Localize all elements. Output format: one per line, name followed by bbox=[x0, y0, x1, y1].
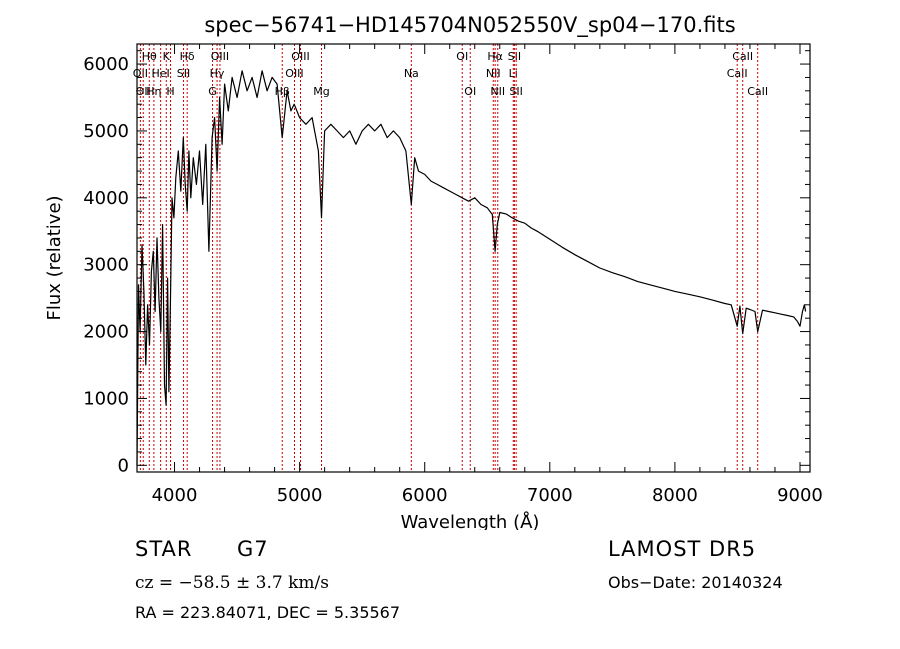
marker-label: Hδ bbox=[180, 50, 195, 63]
marker-label: OIII bbox=[211, 50, 229, 63]
marker-label: OI bbox=[456, 50, 468, 63]
y-axis-label: Flux (relative) bbox=[44, 195, 65, 320]
observation-date: Obs−Date: 20140324 bbox=[608, 573, 783, 592]
marker-label: OII bbox=[133, 67, 148, 80]
y-tick-label: 1000 bbox=[83, 388, 129, 409]
object-type: STAR bbox=[135, 537, 193, 561]
x-axis-ticks: 4000 5000 6000 7000 8000 9000 bbox=[152, 44, 823, 506]
marker-label: SII bbox=[509, 85, 522, 98]
marker-label: SII bbox=[508, 50, 521, 63]
marker-label: OII bbox=[136, 85, 151, 98]
marker-label: NII bbox=[490, 85, 505, 98]
y-tick-label: 6000 bbox=[83, 54, 129, 75]
survey-name: LAMOST DR5 bbox=[608, 537, 757, 561]
y-tick-label: 5000 bbox=[83, 121, 129, 142]
marker-label: Mg bbox=[313, 85, 329, 98]
marker-label: OI bbox=[464, 85, 476, 98]
marker-label: SII bbox=[177, 67, 190, 80]
x-tick-label: 7000 bbox=[527, 485, 573, 506]
marker-label: Hθ bbox=[142, 50, 157, 63]
x-axis-label: Wavelength (Å) bbox=[401, 511, 540, 530]
marker-label: CaII bbox=[747, 85, 768, 98]
spectral-line-markers: OIIOIIHθHηHeIKHSIIHδGHγOIIIHβOIIIOIIIMgN… bbox=[133, 44, 768, 472]
y-tick-label: 3000 bbox=[83, 255, 129, 276]
marker-label: OIII bbox=[285, 67, 303, 80]
marker-label: K bbox=[163, 50, 171, 63]
marker-label: CaII bbox=[732, 50, 753, 63]
plot-frame bbox=[136, 43, 811, 473]
y-axis-ticks: 0 1000 2000 3000 4000 5000 6000 bbox=[83, 50, 810, 476]
spectrum-line bbox=[136, 70, 807, 466]
chart-title: spec−56741−HD145704N052550V_sp04−170.fit… bbox=[204, 13, 735, 38]
marker-label: Hα bbox=[487, 50, 503, 63]
y-tick-label: 2000 bbox=[83, 322, 129, 343]
redshift-velocity: cz = −58.5 ± 3.7 km/s bbox=[135, 573, 329, 593]
marker-label: NII bbox=[486, 67, 501, 80]
marker-label: Na bbox=[404, 67, 419, 80]
x-tick-label: 8000 bbox=[652, 485, 698, 506]
marker-label: HeI bbox=[151, 67, 169, 80]
spectrum-chart: spec−56741−HD145704N052550V_sp04−170.fit… bbox=[44, 13, 823, 530]
x-tick-label: 5000 bbox=[277, 485, 323, 506]
x-tick-label: 4000 bbox=[152, 485, 198, 506]
y-tick-label: 0 bbox=[118, 455, 129, 476]
coordinates: RA = 223.84071, DEC = 5.35567 bbox=[135, 603, 401, 622]
marker-label: Hγ bbox=[210, 67, 225, 80]
marker-label: OIII bbox=[291, 50, 309, 63]
marker-label: H bbox=[166, 85, 174, 98]
spectral-subclass: G7 bbox=[237, 537, 269, 561]
marker-label: Hη bbox=[146, 85, 161, 98]
marker-label: G bbox=[208, 85, 217, 98]
x-tick-label: 6000 bbox=[402, 485, 448, 506]
marker-label: Li bbox=[509, 67, 518, 80]
y-tick-label: 4000 bbox=[83, 188, 129, 209]
marker-label: CaII bbox=[727, 67, 748, 80]
x-tick-label: 9000 bbox=[777, 485, 823, 506]
